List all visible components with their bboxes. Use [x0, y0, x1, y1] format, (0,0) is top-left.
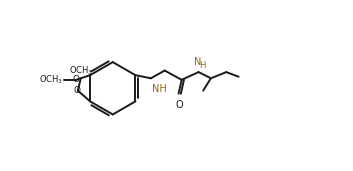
Text: O: O	[73, 86, 80, 95]
Text: O: O	[73, 75, 80, 84]
Text: NH: NH	[152, 84, 167, 94]
Text: OCH$_3$: OCH$_3$	[69, 64, 93, 77]
Text: N: N	[194, 57, 202, 68]
Text: OCH$_3$: OCH$_3$	[39, 74, 63, 86]
Text: H: H	[199, 61, 206, 70]
Text: O: O	[175, 100, 183, 110]
